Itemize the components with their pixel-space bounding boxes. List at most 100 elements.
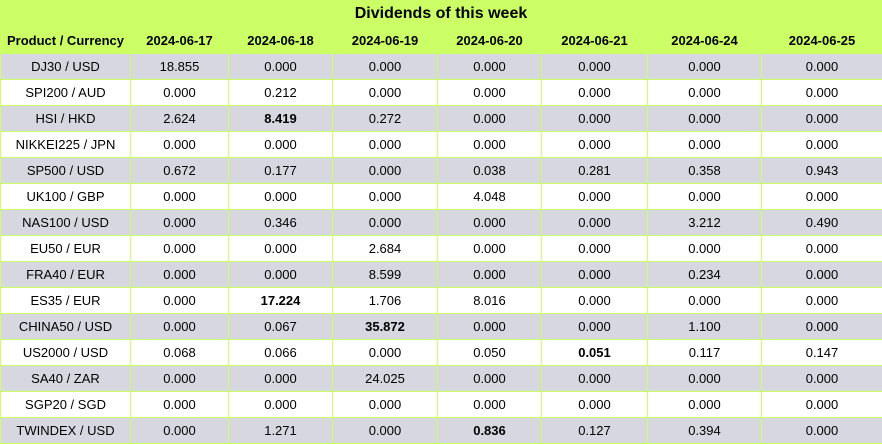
dividend-cell: 0.000	[542, 184, 648, 210]
dividends-table: Product / Currency 2024-06-17 2024-06-18…	[0, 27, 882, 444]
dividend-cell: 0.000	[229, 262, 333, 288]
dividend-cell: 0.000	[131, 236, 229, 262]
dividend-cell: 0.067	[229, 314, 333, 340]
product-cell: UK100 / GBP	[1, 184, 131, 210]
dividend-cell: 0.000	[438, 80, 542, 106]
dividend-cell: 0.177	[229, 158, 333, 184]
dividend-cell: 0.050	[438, 340, 542, 366]
dividend-cell: 0.000	[542, 262, 648, 288]
dividend-cell: 0.000	[333, 132, 438, 158]
dividend-cell: 0.000	[438, 366, 542, 392]
product-cell: SA40 / ZAR	[1, 366, 131, 392]
header-row: Product / Currency 2024-06-17 2024-06-18…	[1, 28, 882, 54]
dividend-cell: 1.706	[333, 288, 438, 314]
dividend-cell: 0.000	[333, 392, 438, 418]
dividend-cell: 0.000	[229, 132, 333, 158]
dividend-cell: 0.000	[131, 80, 229, 106]
header-date: 2024-06-20	[438, 28, 542, 54]
dividend-cell: 0.000	[762, 288, 882, 314]
dividend-cell: 1.271	[229, 418, 333, 444]
dividend-cell: 0.068	[131, 340, 229, 366]
product-cell: SP500 / USD	[1, 158, 131, 184]
header-product: Product / Currency	[1, 28, 131, 54]
product-cell: FRA40 / EUR	[1, 262, 131, 288]
dividend-cell: 0.000	[762, 314, 882, 340]
dividend-cell: 0.066	[229, 340, 333, 366]
dividend-cell: 0.000	[438, 106, 542, 132]
header-date: 2024-06-24	[648, 28, 762, 54]
dividend-cell: 0.000	[542, 80, 648, 106]
dividend-cell: 0.000	[762, 392, 882, 418]
product-cell: DJ30 / USD	[1, 54, 131, 80]
dividend-cell: 0.272	[333, 106, 438, 132]
dividend-cell: 0.000	[762, 54, 882, 80]
dividend-cell: 0.000	[131, 262, 229, 288]
dividend-cell: 0.000	[333, 210, 438, 236]
dividend-cell: 0.000	[438, 210, 542, 236]
dividend-cell: 0.000	[229, 366, 333, 392]
dividend-cell: 0.000	[542, 288, 648, 314]
dividend-cell: 3.212	[648, 210, 762, 236]
header-date: 2024-06-21	[542, 28, 648, 54]
dividend-cell: 0.000	[648, 184, 762, 210]
product-cell: TWINDEX / USD	[1, 418, 131, 444]
dividend-cell: 0.000	[648, 366, 762, 392]
dividend-cell: 0.000	[542, 392, 648, 418]
header-date: 2024-06-19	[333, 28, 438, 54]
dividend-cell: 0.000	[648, 54, 762, 80]
dividend-cell: 0.000	[131, 184, 229, 210]
dividend-cell: 0.000	[333, 184, 438, 210]
dividend-cell: 0.000	[648, 288, 762, 314]
dividend-cell: 0.281	[542, 158, 648, 184]
product-cell: NAS100 / USD	[1, 210, 131, 236]
dividend-cell: 0.000	[542, 314, 648, 340]
dividend-cell: 0.000	[542, 366, 648, 392]
dividend-cell: 24.025	[333, 366, 438, 392]
dividend-cell: 2.624	[131, 106, 229, 132]
dividend-cell: 0.147	[762, 340, 882, 366]
dividend-cell: 18.855	[131, 54, 229, 80]
dividend-cell: 0.000	[762, 184, 882, 210]
dividend-cell: 0.000	[333, 54, 438, 80]
product-cell: SGP20 / SGD	[1, 392, 131, 418]
dividend-cell: 0.000	[131, 210, 229, 236]
header-date: 2024-06-18	[229, 28, 333, 54]
dividend-cell: 0.000	[762, 366, 882, 392]
dividend-cell: 0.127	[542, 418, 648, 444]
dividend-cell: 0.212	[229, 80, 333, 106]
dividend-cell: 0.000	[333, 80, 438, 106]
dividend-cell: 0.000	[229, 54, 333, 80]
dividend-cell: 0.394	[648, 418, 762, 444]
dividend-cell: 0.000	[131, 418, 229, 444]
dividend-cell: 0.000	[131, 288, 229, 314]
dividend-cell: 0.000	[131, 314, 229, 340]
product-cell: US2000 / USD	[1, 340, 131, 366]
product-cell: NIKKEI225 / JPN	[1, 132, 131, 158]
dividend-cell: 0.000	[762, 418, 882, 444]
dividend-cell: 8.016	[438, 288, 542, 314]
dividend-cell: 0.000	[438, 314, 542, 340]
product-cell: ES35 / EUR	[1, 288, 131, 314]
dividend-cell: 17.224	[229, 288, 333, 314]
dividend-cell: 0.000	[438, 54, 542, 80]
dividend-cell: 0.490	[762, 210, 882, 236]
dividend-cell: 0.000	[648, 392, 762, 418]
dividend-cell: 0.000	[229, 392, 333, 418]
dividend-cell: 0.038	[438, 158, 542, 184]
dividend-cell: 0.000	[648, 106, 762, 132]
product-cell: EU50 / EUR	[1, 236, 131, 262]
dividend-cell: 0.000	[333, 340, 438, 366]
dividend-cell: 0.000	[438, 262, 542, 288]
dividend-cell: 0.000	[542, 54, 648, 80]
